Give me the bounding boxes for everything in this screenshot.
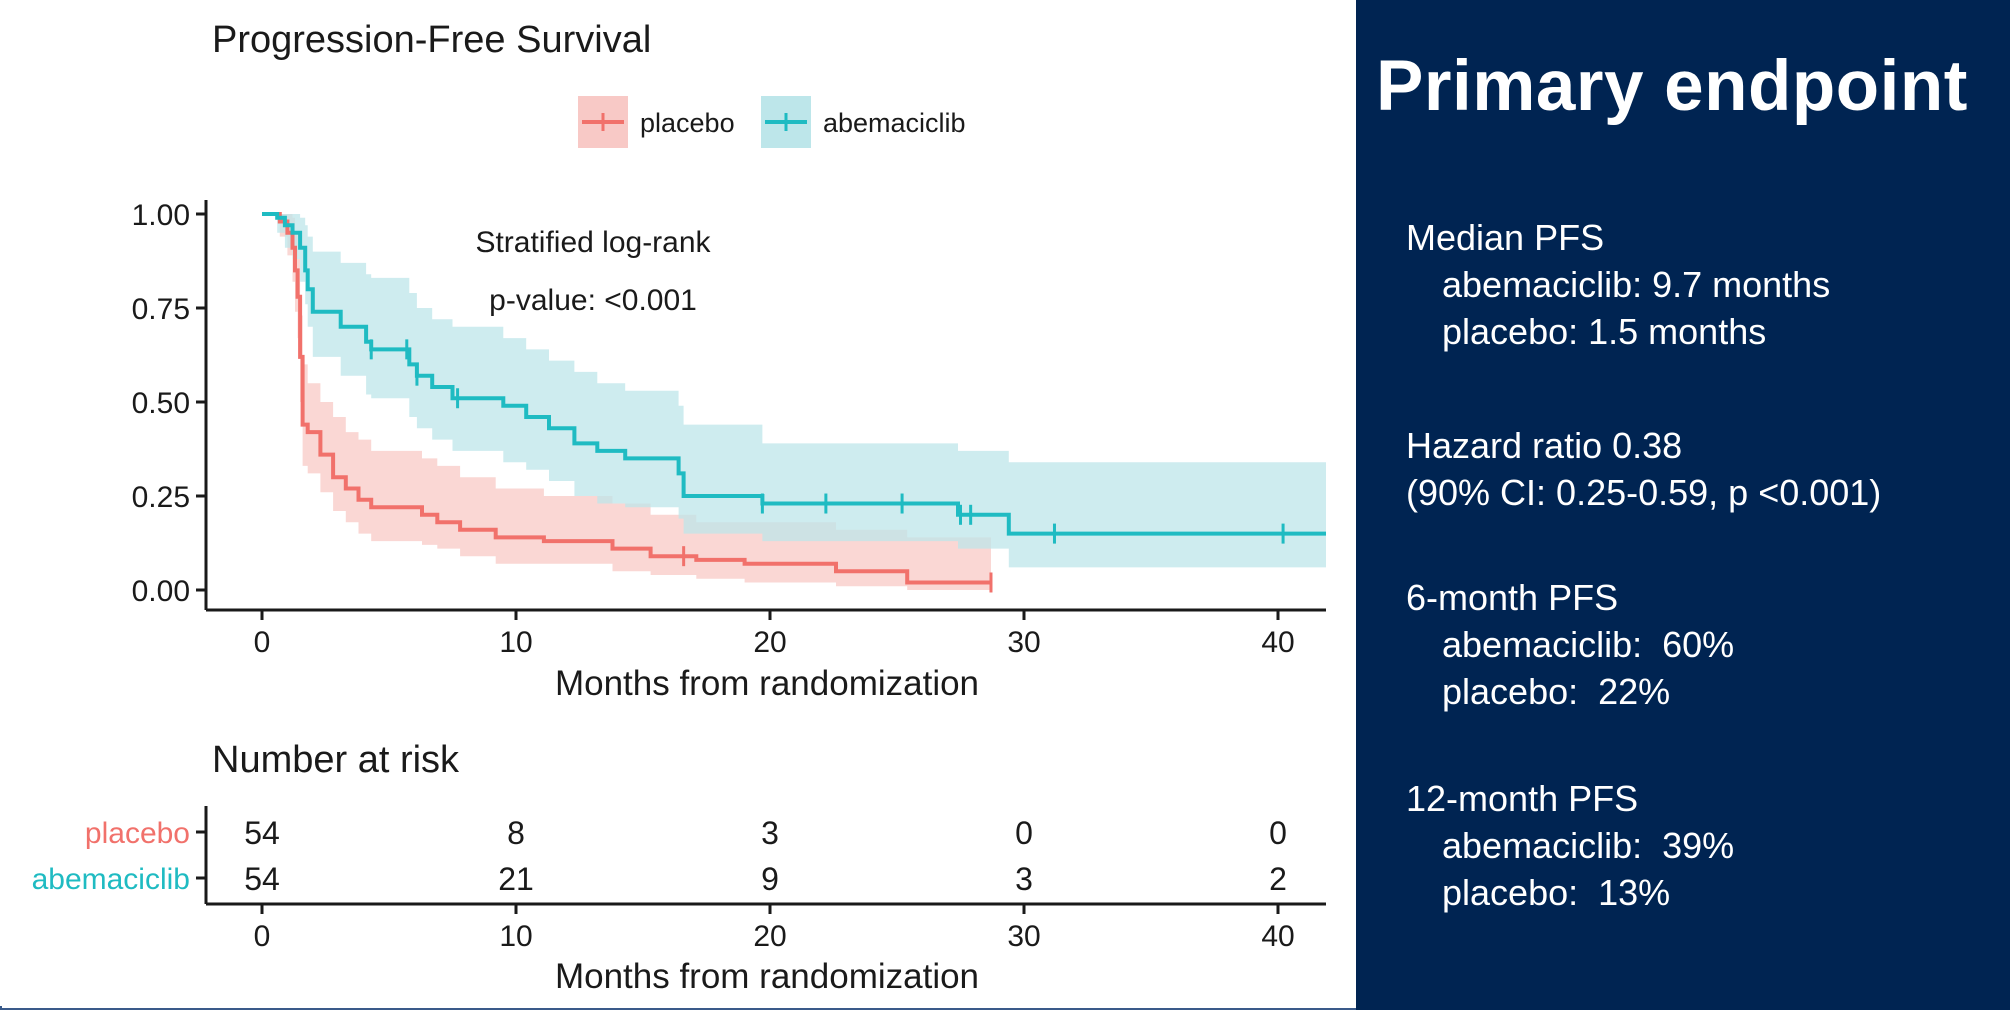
ci-band-placebo [262,214,991,590]
twelve-month-pfs-abemaciclib: abemaciclib: 39% [1442,825,1735,866]
six-month-pfs-title: 6-month PFS [1406,577,1619,618]
risk-x-tick-label: 10 [499,920,532,953]
risk-value-placebo: 0 [1269,815,1287,851]
legend-label-abemaciclib: abemaciclib [823,108,966,138]
risk-x-tick-label: 40 [1261,920,1294,953]
risk-x-tick-label: 20 [753,920,786,953]
annotation-line-2: p-value: <0.001 [489,284,697,317]
y-tick-label: 0.00 [132,575,190,608]
risk-value-abemaciclib: 3 [1015,861,1033,897]
risk-x-tick-label: 30 [1007,920,1040,953]
y-tick-label: 0.50 [132,387,190,420]
twelve-month-pfs-group: 12-month PFS abemaciclib: 39% placebo: 1… [1406,775,1734,916]
survival-curve-abemaciclib [262,212,1326,536]
risk-x-axis-title: Months from randomization [555,957,979,996]
y-tick-label: 0.75 [132,293,190,326]
risk-value-placebo: 3 [761,815,779,851]
six-month-pfs-group: 6-month PFS abemaciclib: 60% placebo: 22… [1406,574,1734,715]
twelve-month-pfs-placebo: placebo: 13% [1442,872,1671,913]
risk-x-tick-label: 0 [254,920,271,953]
ci-band-abemaciclib [262,214,1326,568]
six-month-pfs-placebo: placebo: 22% [1442,671,1671,712]
six-month-pfs-abemaciclib: abemaciclib: 60% [1442,624,1735,665]
annotation-line-1: Stratified log-rank [475,226,711,259]
y-tick-label: 1.00 [132,199,190,232]
risk-value-placebo: 8 [507,815,525,851]
median-pfs-abemaciclib: abemaciclib: 9.7 months [1442,264,1831,305]
risk-value-abemaciclib: 2 [1269,861,1287,897]
risk-value-placebo: 0 [1015,815,1033,851]
x-tick-label: 40 [1261,626,1294,659]
chart-title: Progression-Free Survival [212,19,651,61]
risk-value-placebo: 54 [244,815,280,851]
median-pfs-title: Median PFS [1406,217,1605,258]
twelve-month-pfs-title: 12-month PFS [1406,778,1639,819]
risk-row-label-abemaciclib: abemaciclib [32,863,190,896]
legend-label-placebo: placebo [640,108,735,138]
x-tick-label: 30 [1007,626,1040,659]
x-tick-label: 10 [499,626,532,659]
risk-table-title: Number at risk [212,739,460,781]
risk-value-abemaciclib: 21 [498,861,534,897]
panel-heading: Primary endpoint [1376,47,1968,126]
median-pfs-placebo: placebo: 1.5 months [1442,311,1767,352]
x-tick-label: 0 [254,626,271,659]
y-tick-label: 0.25 [132,481,190,514]
risk-row-label-placebo: placebo [85,817,190,850]
legend: placebo abemaciclib [578,96,966,148]
hazard-ratio-title: Hazard ratio 0.38 [1406,425,1683,466]
primary-endpoint-panel: Primary endpoint Median PFS abemaciclib:… [1356,0,2010,1010]
risk-value-abemaciclib: 9 [761,861,779,897]
survival-curve-placebo [262,212,991,585]
x-tick-label: 20 [753,626,786,659]
hazard-ratio-group: Hazard ratio 0.38 (90% CI: 0.25-0.59, p … [1406,422,1881,516]
x-axis-title: Months from randomization [555,664,979,703]
hazard-ratio-detail: (90% CI: 0.25-0.59, p <0.001) [1406,472,1882,513]
risk-value-abemaciclib: 54 [244,861,280,897]
km-figure: Progression-Free Survival placebo abemacic… [31,19,1326,996]
km-plot-svg: Progression-Free Survival placebo abemacic… [32,19,1326,996]
median-pfs-group: Median PFS abemaciclib: 9.7 months place… [1406,214,1830,355]
